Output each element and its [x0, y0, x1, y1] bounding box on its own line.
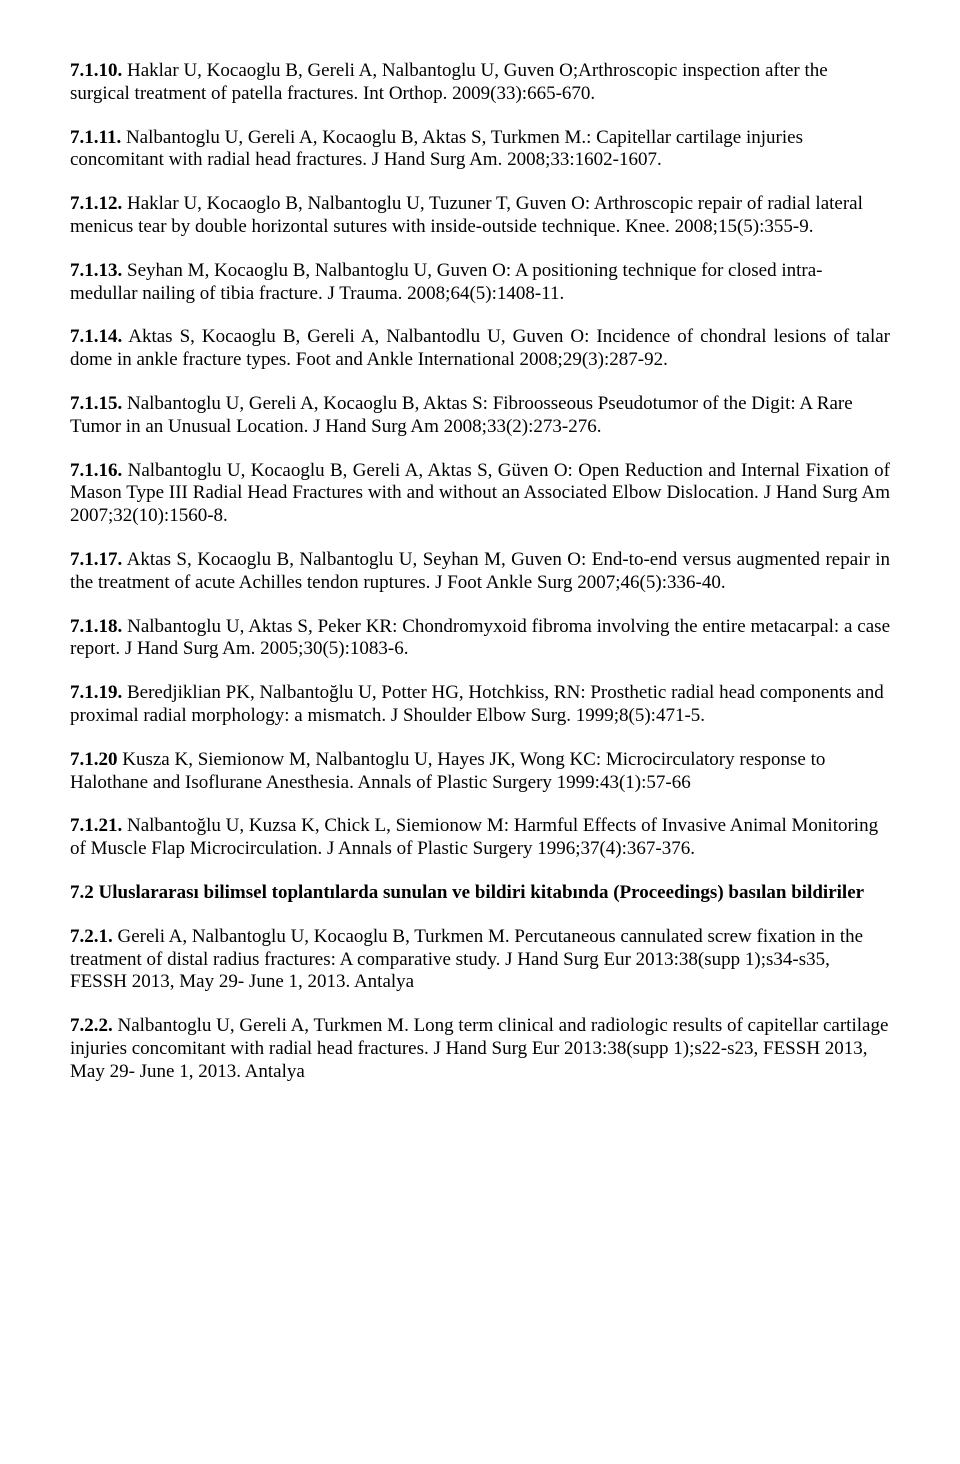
reference-entry-text: Nalbantoğlu U, Kuzsa K, Chick L, Siemion… [70, 815, 878, 859]
proceedings-entry: 7.2.1. Gereli A, Nalbantoglu U, Kocaoglu… [70, 926, 890, 994]
reference-entry: 7.1.14. Aktas S, Kocaoglu B, Gereli A, N… [70, 326, 890, 372]
proceedings-entry-number: 7.2.2. [70, 1015, 113, 1036]
reference-entry: 7.1.13. Seyhan M, Kocaoglu B, Nalbantogl… [70, 260, 890, 306]
proceedings-entry-text: Gereli A, Nalbantoglu U, Kocaoglu B, Tur… [70, 926, 863, 993]
reference-entry-text: Nalbantoglu U, Gereli A, Kocaoglu B, Akt… [70, 393, 853, 437]
reference-entry-text: Nalbantoglu U, Kocaoglu B, Gereli A, Akt… [70, 460, 890, 527]
reference-entry-text: Seyhan M, Kocaoglu B, Nalbantoglu U, Guv… [70, 260, 823, 304]
reference-entry-number: 7.1.17. [70, 549, 122, 570]
reference-entry: 7.1.16. Nalbantoglu U, Kocaoglu B, Gerel… [70, 460, 890, 528]
reference-entry-number: 7.1.20 [70, 749, 118, 770]
reference-entry-text: Haklar U, Kocaoglu B, Gereli A, Nalbanto… [70, 60, 828, 104]
reference-entry: 7.1.11. Nalbantoglu U, Gereli A, Kocaogl… [70, 127, 890, 173]
reference-entry-number: 7.1.14. [70, 326, 122, 347]
reference-entry-text: Aktas S, Kocaoglu B, Nalbantoglu U, Seyh… [70, 549, 890, 593]
reference-entry-number: 7.1.18. [70, 616, 122, 637]
reference-entry-text: Beredjiklian PK, Nalbantoğlu U, Potter H… [70, 682, 884, 726]
reference-entry: 7.1.18. Nalbantoglu U, Aktas S, Peker KR… [70, 616, 890, 662]
reference-entry-number: 7.1.15. [70, 393, 122, 414]
reference-entry-text: Nalbantoglu U, Aktas S, Peker KR: Chondr… [70, 616, 890, 660]
reference-entry-number: 7.1.16. [70, 460, 122, 481]
reference-entry-text: Kusza K, Siemionow M, Nalbantoglu U, Hay… [70, 749, 825, 793]
reference-entry-number: 7.1.11. [70, 127, 121, 148]
reference-entry-number: 7.1.21. [70, 815, 122, 836]
reference-entry-number: 7.1.10. [70, 60, 122, 81]
reference-entry: 7.1.20 Kusza K, Siemionow M, Nalbantoglu… [70, 749, 890, 795]
reference-entry-number: 7.1.12. [70, 193, 122, 214]
document-body: 7.1.10. Haklar U, Kocaoglu B, Gereli A, … [70, 60, 890, 1084]
reference-entry: 7.1.21. Nalbantoğlu U, Kuzsa K, Chick L,… [70, 815, 890, 861]
section-7-2-heading: 7.2 Uluslararası bilimsel toplantılarda … [70, 882, 890, 905]
reference-entry-number: 7.1.19. [70, 682, 122, 703]
reference-entry: 7.1.17. Aktas S, Kocaoglu B, Nalbantoglu… [70, 549, 890, 595]
reference-entry-text: Haklar U, Kocaoglo B, Nalbantoglu U, Tuz… [70, 193, 863, 237]
reference-entry: 7.1.15. Nalbantoglu U, Gereli A, Kocaogl… [70, 393, 890, 439]
reference-entry: 7.1.19. Beredjiklian PK, Nalbantoğlu U, … [70, 682, 890, 728]
reference-entry-text: Aktas S, Kocaoglu B, Gereli A, Nalbantod… [70, 326, 890, 370]
proceedings-entry-number: 7.2.1. [70, 926, 113, 947]
reference-entry-number: 7.1.13. [70, 260, 122, 281]
reference-entry: 7.1.10. Haklar U, Kocaoglu B, Gereli A, … [70, 60, 890, 106]
reference-entry-text: Nalbantoglu U, Gereli A, Kocaoglu B, Akt… [70, 127, 803, 171]
proceedings-entry: 7.2.2. Nalbantoglu U, Gereli A, Turkmen … [70, 1015, 890, 1083]
proceedings-entry-text: Nalbantoglu U, Gereli A, Turkmen M. Long… [70, 1015, 888, 1082]
reference-entry: 7.1.12. Haklar U, Kocaoglo B, Nalbantogl… [70, 193, 890, 239]
